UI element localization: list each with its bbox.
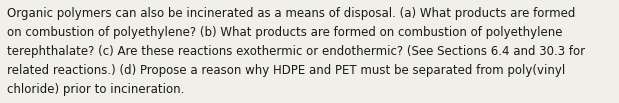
Text: chloride) prior to incineration.: chloride) prior to incineration.: [7, 83, 185, 96]
Text: related reactions.) (d) Propose a reason why HDPE and PET must be separated from: related reactions.) (d) Propose a reason…: [7, 64, 566, 77]
Text: terephthalate? (c) Are these reactions exothermic or endothermic? (See Sections : terephthalate? (c) Are these reactions e…: [7, 45, 586, 58]
Text: Organic polymers can also be incinerated as a means of disposal. (a) What produc: Organic polymers can also be incinerated…: [7, 7, 576, 20]
Text: on combustion of polyethylene? (b) What products are formed on combustion of pol: on combustion of polyethylene? (b) What …: [7, 26, 563, 39]
